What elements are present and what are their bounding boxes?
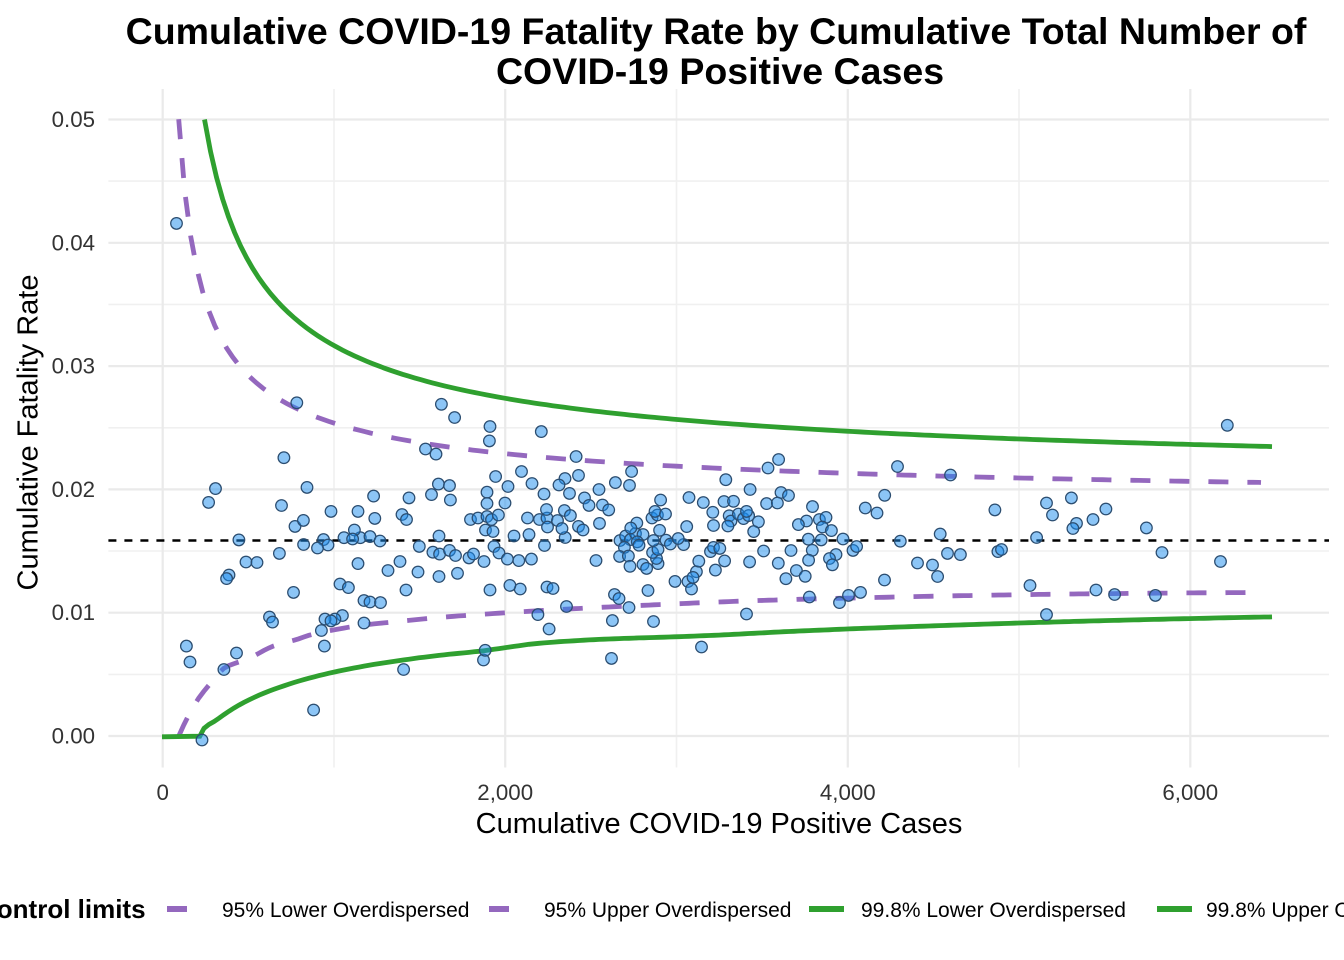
svg-text:6,000: 6,000 — [1162, 780, 1218, 805]
svg-text:2,000: 2,000 — [477, 780, 533, 805]
svg-text:95% Lower Overdispersed: 95% Lower Overdispersed — [222, 899, 469, 922]
svg-text:COVID-19 Positive Cases: COVID-19 Positive Cases — [496, 50, 944, 92]
svg-text:99.8% Upper Overdispersed: 99.8% Upper Overdispersed — [1206, 899, 1344, 922]
svg-text:4,000: 4,000 — [820, 780, 876, 805]
svg-text:99.8% Lower Overdispersed: 99.8% Lower Overdispersed — [861, 899, 1126, 922]
svg-text:0.01: 0.01 — [52, 600, 95, 625]
svg-text:Control limits: Control limits — [0, 894, 146, 924]
svg-text:Cumulative Fatality Rate: Cumulative Fatality Rate — [13, 275, 45, 591]
svg-text:Cumulative COVID-19 Fatality R: Cumulative COVID-19 Fatality Rate by Cum… — [126, 10, 1307, 52]
svg-text:Cumulative COVID-19 Positive C: Cumulative COVID-19 Positive Cases — [476, 808, 963, 840]
svg-text:0.00: 0.00 — [52, 724, 95, 749]
svg-text:0: 0 — [156, 780, 168, 805]
svg-text:0.05: 0.05 — [52, 107, 95, 132]
svg-text:0.04: 0.04 — [52, 230, 95, 255]
svg-text:0.02: 0.02 — [52, 477, 95, 502]
svg-text:0.03: 0.03 — [52, 354, 95, 379]
svg-text:95% Upper Overdispersed: 95% Upper Overdispersed — [544, 899, 791, 922]
